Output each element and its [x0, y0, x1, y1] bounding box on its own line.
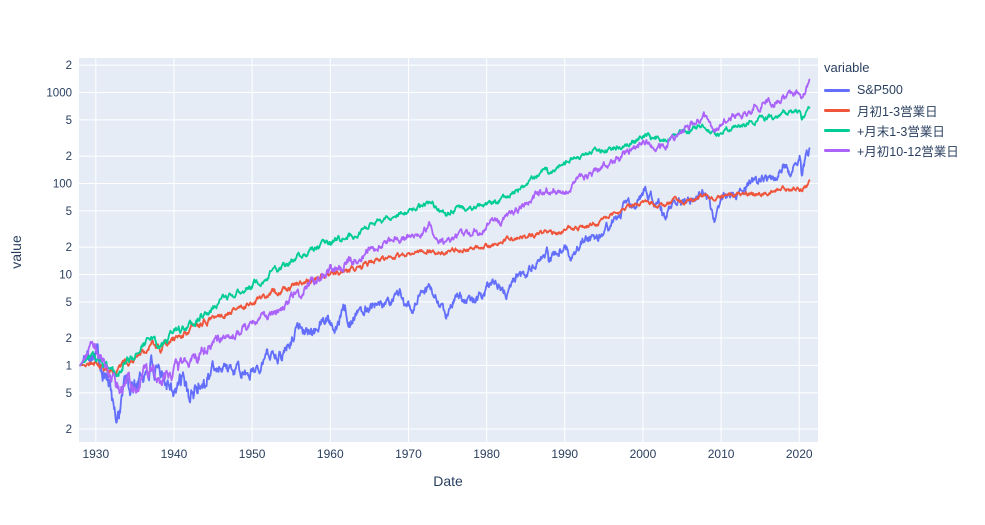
- series-line-sp500[interactable]: [79, 147, 811, 424]
- svg-text:1990: 1990: [551, 447, 578, 461]
- series-line-month-start-10-12[interactable]: [79, 78, 811, 395]
- svg-text:10: 10: [59, 269, 72, 281]
- legend-item-month-start-1-3[interactable]: 月初1-3営業日: [824, 100, 959, 120]
- legend-item-label: +月初10-12営業日: [857, 144, 959, 159]
- series-line-month-end-1-3[interactable]: [79, 105, 811, 378]
- svg-text:2: 2: [66, 60, 72, 72]
- svg-text:5: 5: [66, 388, 72, 400]
- svg-text:1960: 1960: [317, 447, 344, 461]
- svg-text:1: 1: [66, 360, 72, 372]
- svg-text:1950: 1950: [239, 447, 266, 461]
- svg-text:1980: 1980: [473, 447, 500, 461]
- svg-text:5: 5: [66, 206, 72, 218]
- svg-text:5: 5: [66, 297, 72, 309]
- svg-text:2010: 2010: [708, 447, 735, 461]
- svg-text:1000: 1000: [46, 87, 72, 99]
- y-tick-labels: 2 1000 5 2 100 5 2 10 5 2 1 5 2: [46, 60, 72, 436]
- series-lines: [79, 78, 811, 424]
- svg-text:2000: 2000: [630, 447, 657, 461]
- y-axis-title: value: [8, 235, 24, 269]
- legend-item-label: S&P500: [857, 83, 903, 97]
- legend-item-label: 月初1-3営業日: [857, 104, 938, 119]
- svg-text:1930: 1930: [82, 447, 109, 461]
- legend-item-sp500[interactable]: S&P500: [824, 80, 959, 100]
- svg-text:2: 2: [66, 333, 72, 345]
- legend-line-swatch: [824, 148, 850, 152]
- x-tick-labels: 1930 1940 1950 1960 1970 1980 1990 2000 2010 2020: [82, 447, 812, 461]
- svg-text:2: 2: [66, 424, 72, 436]
- svg-text:1970: 1970: [395, 447, 422, 461]
- legend-line-swatch: [824, 108, 850, 112]
- legend-line-swatch: [824, 128, 850, 132]
- legend-title: variable: [824, 60, 870, 75]
- gridlines: [79, 58, 818, 442]
- legend-item-label: +月末1-3営業日: [857, 124, 945, 139]
- svg-text:1940: 1940: [161, 447, 188, 461]
- svg-text:100: 100: [53, 178, 72, 190]
- svg-text:2: 2: [66, 242, 72, 254]
- legend-item-month-start-10-12[interactable]: +月初10-12営業日: [824, 140, 959, 160]
- legend-item-month-end-1-3[interactable]: +月末1-3営業日: [824, 120, 959, 140]
- x-axis-title: Date: [433, 473, 463, 489]
- svg-text:2020: 2020: [786, 447, 813, 461]
- svg-text:2: 2: [66, 151, 72, 163]
- series-line-month-start-1-3[interactable]: [79, 179, 811, 376]
- legend-line-swatch: [824, 88, 850, 92]
- legend: variable S&P500 月初1-3営業日 +月末1-3営業日 +月初10…: [824, 60, 959, 160]
- svg-text:5: 5: [66, 115, 72, 127]
